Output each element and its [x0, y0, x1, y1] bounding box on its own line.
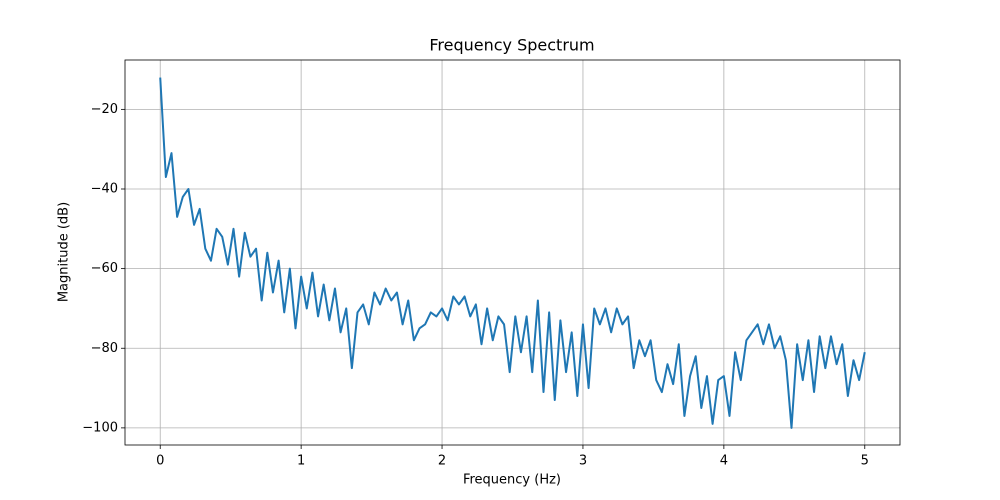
x-tick-label: 1 [297, 454, 305, 469]
spectrum-line [159, 77, 866, 429]
x-tick-label: 4 [720, 454, 728, 469]
chart-title: Frequency Spectrum [429, 36, 594, 55]
x-tick-label: 3 [579, 454, 587, 469]
y-tick-label: −80 [91, 341, 118, 356]
y-tick-label: −40 [91, 181, 118, 196]
x-axis-label: Frequency (Hz) [463, 473, 561, 488]
y-tick-label: −100 [82, 420, 118, 435]
y-axis-label: Magnitude (dB) [57, 202, 72, 302]
x-tick-label: 0 [156, 454, 164, 469]
y-tick-label: −20 [91, 102, 118, 117]
plot-frame [124, 59, 901, 446]
y-tick-label: −60 [91, 261, 118, 276]
x-tick-label: 5 [861, 454, 869, 469]
x-tick-label: 2 [438, 454, 446, 469]
